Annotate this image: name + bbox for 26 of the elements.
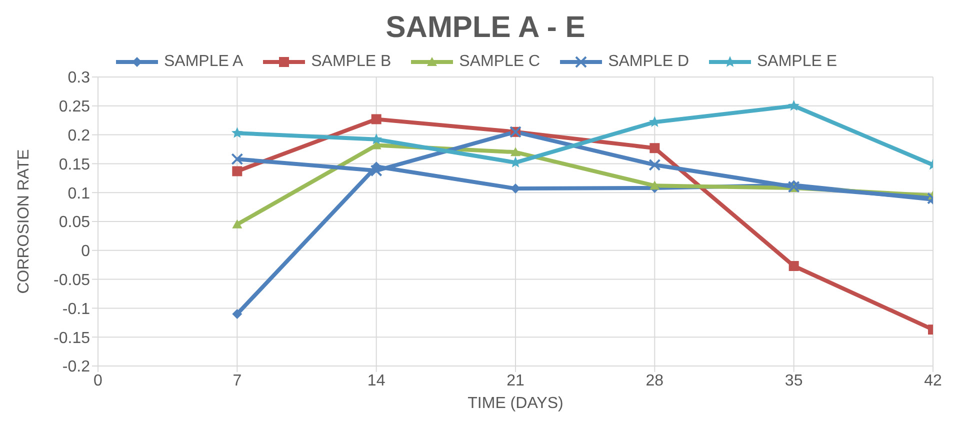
x-tick-label: 0 [94,372,103,390]
x-tick-label: 35 [784,372,803,390]
y-tick-label: 0.2 [68,127,90,144]
y-tick-label: -0.05 [54,272,90,289]
y-tick-label: 0.25 [58,98,90,116]
legend-label: SAMPLE C [458,53,540,71]
legend-label: SAMPLE A [162,53,244,71]
y-tick-label: 0 [81,243,90,260]
x-tick-label: 7 [232,372,242,390]
y-tick-label: 0.3 [68,70,90,87]
y-tick-label: -0.2 [62,358,90,376]
y-tick-label: -0.15 [54,330,90,347]
legend-label: SAMPLE B [310,53,392,71]
x-axis-title: TIME (DAYS) [468,395,564,412]
y-axis-title: CORROSION RATE [16,149,33,294]
y-tick-label: -0.1 [62,300,90,318]
x-tick-label: 42 [924,372,942,390]
y-tick-label: 0.15 [58,156,90,174]
legend-label: SAMPLE E [756,53,838,71]
x-tick-label: 21 [506,372,524,390]
legend-label: SAMPLE D [607,53,689,71]
y-tick-label: 0.05 [58,214,90,232]
y-tick-label: 0.1 [68,185,90,202]
chart-title: SAMPLE A - E [384,10,586,46]
x-tick-label: 14 [367,372,386,390]
x-tick-label: 28 [646,372,664,390]
